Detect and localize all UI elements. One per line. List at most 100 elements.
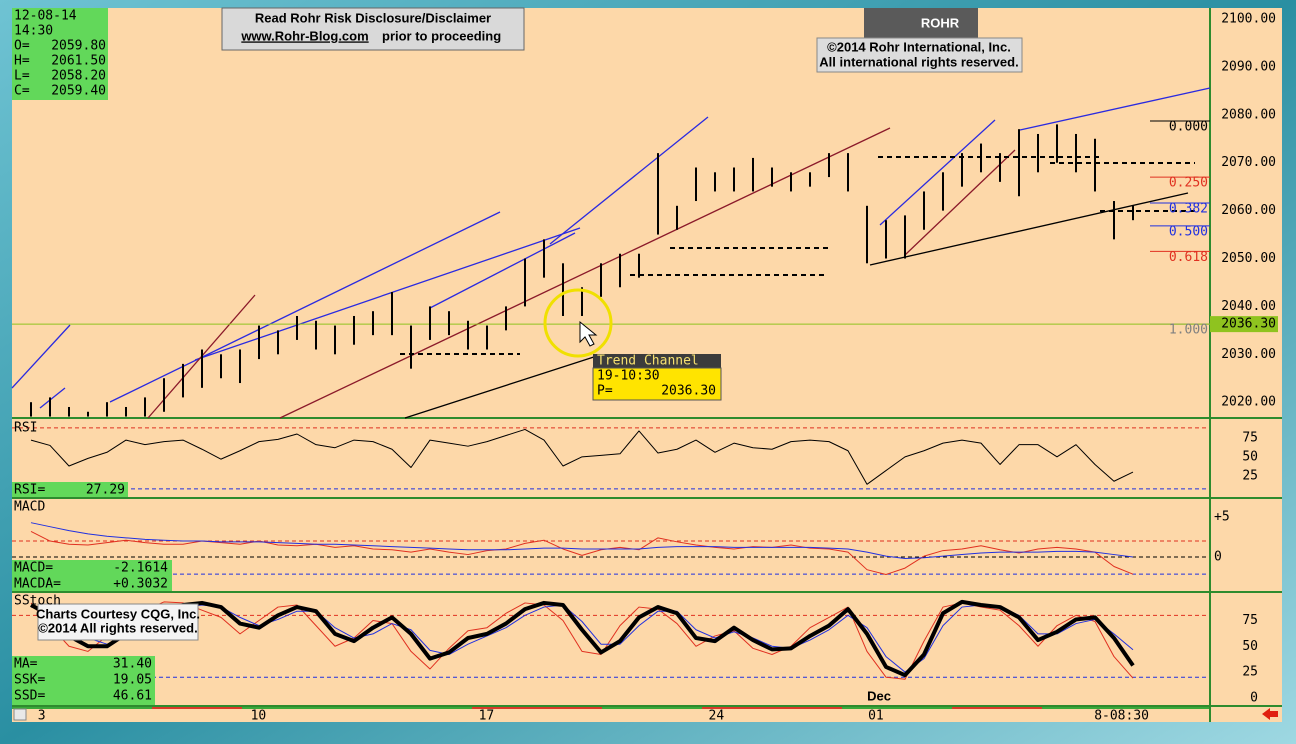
time-strip bbox=[12, 706, 1210, 722]
indicator-line bbox=[30, 599, 1135, 678]
indicator-line bbox=[30, 522, 1134, 560]
y-tick-label: 75 bbox=[1242, 430, 1258, 445]
indicator-line bbox=[30, 531, 1134, 575]
readout-box bbox=[12, 560, 172, 591]
tooltip-header bbox=[593, 354, 721, 368]
courtesy-box bbox=[37, 603, 199, 641]
tooltip-title: Trend Channel bbox=[597, 354, 699, 369]
readout-label: SSK= bbox=[14, 673, 45, 688]
scroll-arrow[interactable] bbox=[1262, 708, 1278, 720]
fib-label: 0.618 bbox=[1169, 250, 1208, 265]
readout-box bbox=[12, 482, 128, 497]
y-tick-label: 2040.00 bbox=[1221, 299, 1276, 314]
tooltip-label: P= bbox=[597, 384, 613, 399]
y-tick-label: 2030.00 bbox=[1221, 347, 1276, 362]
month-label: Dec bbox=[867, 688, 891, 703]
readout-value: 27.29 bbox=[86, 483, 125, 498]
trend-line bbox=[404, 354, 601, 419]
y-tick-label: 75 bbox=[1242, 613, 1258, 628]
support-lines bbox=[400, 156, 1195, 355]
y-tick-label: 25 bbox=[1242, 468, 1258, 483]
trend-line bbox=[904, 149, 1016, 256]
y-tick-label: 2080.00 bbox=[1221, 107, 1276, 122]
y-tick-label: 50 bbox=[1242, 639, 1258, 654]
copyright-box bbox=[816, 37, 1023, 73]
copyright-text: ©2014 Rohr International, Inc. bbox=[827, 39, 1011, 54]
disclaimer-text: Read Rohr Risk Disclosure/Disclaimer bbox=[255, 10, 491, 25]
last-price-box bbox=[1210, 316, 1278, 333]
readout-value: 19.05 bbox=[113, 673, 152, 688]
readout-label: MA= bbox=[14, 657, 38, 672]
y-tick-label: 2020.00 bbox=[1221, 395, 1276, 410]
x-tick-label: 10 bbox=[251, 709, 267, 724]
y-tick-label: 2070.00 bbox=[1221, 155, 1276, 170]
info-value: 2058.20 bbox=[51, 69, 106, 84]
tooltip-value: 2036.30 bbox=[661, 384, 716, 399]
info-label: H= bbox=[14, 54, 30, 69]
y-tick-label: 50 bbox=[1242, 449, 1258, 464]
tooltip-body bbox=[592, 367, 722, 401]
x-tick-label: 8-08:30 bbox=[1094, 709, 1149, 724]
trend-line bbox=[869, 192, 1189, 266]
readout-label: MACD= bbox=[14, 561, 53, 576]
tooltip-time: 19-10:30 bbox=[597, 369, 660, 384]
readout-value: 46.61 bbox=[113, 689, 152, 704]
axis-background bbox=[1210, 8, 1282, 722]
labels: 3 10 17 24 01 8-08:30 2020.00 2030.00 2040.00 205… bbox=[14, 9, 1278, 724]
x-tick-label: 01 bbox=[868, 709, 884, 724]
info-value: 2061.50 bbox=[51, 54, 106, 69]
y-tick-label: 2050.00 bbox=[1221, 251, 1276, 266]
disclaimer-text: prior to proceeding bbox=[382, 28, 501, 43]
grid bbox=[12, 427, 1210, 678]
indicator-line bbox=[30, 428, 1134, 485]
info-value: 2059.40 bbox=[51, 84, 106, 99]
readout-box bbox=[12, 656, 155, 705]
x-tick-label: 17 bbox=[479, 709, 495, 724]
trend-line bbox=[11, 324, 71, 389]
logo-box bbox=[864, 8, 978, 38]
trend-line bbox=[1019, 87, 1211, 131]
cursor-highlight bbox=[543, 288, 613, 358]
fib-label: 0.500 bbox=[1169, 224, 1208, 239]
fib-label: 1.000 bbox=[1169, 323, 1208, 338]
panel-title: RSI bbox=[14, 421, 37, 436]
disclaimer-link[interactable]: www.Rohr-Blog.com bbox=[240, 28, 368, 43]
y-tick-label: +5 bbox=[1214, 510, 1230, 525]
y-tick-label: 2090.00 bbox=[1221, 59, 1276, 74]
cursor bbox=[579, 320, 598, 347]
fib-label: 0.250 bbox=[1169, 176, 1208, 191]
courtesy-text: Charts Courtesy CQG, Inc. bbox=[36, 606, 200, 621]
panel-separators bbox=[12, 8, 1282, 722]
scroll-box[interactable] bbox=[13, 708, 27, 721]
logo: ROHR bbox=[921, 15, 960, 30]
y-tick-label: 25 bbox=[1242, 665, 1258, 680]
trend-line bbox=[879, 119, 996, 226]
trend-line bbox=[39, 387, 66, 409]
panel-title: SStoch bbox=[14, 594, 61, 609]
last-price-label: 2036.30 bbox=[1221, 317, 1276, 332]
trend-line bbox=[429, 232, 576, 309]
trend-line bbox=[109, 211, 501, 403]
info-date: 12-08-14 bbox=[14, 9, 77, 24]
info-box bbox=[12, 8, 108, 100]
info-label: C= bbox=[14, 84, 30, 99]
y-tick-label: 2060.00 bbox=[1221, 203, 1276, 218]
panel-title: MACD bbox=[14, 500, 45, 515]
readout-value: -2.1614 bbox=[113, 561, 168, 576]
readout-label: MACDA= bbox=[14, 577, 61, 592]
info-label: O= bbox=[14, 39, 30, 54]
indicator-line bbox=[30, 601, 1134, 680]
trend-line bbox=[549, 116, 709, 245]
readout-value: 31.40 bbox=[113, 657, 152, 672]
info-time: 14:30 bbox=[14, 24, 53, 39]
fib-label: 0.000 bbox=[1169, 120, 1208, 135]
readout-label: RSI= bbox=[14, 483, 45, 498]
trend-line bbox=[279, 127, 891, 419]
y-tick-label: 2100.00 bbox=[1221, 12, 1276, 27]
info-label: L= bbox=[14, 69, 30, 84]
x-tick-label: 3 bbox=[38, 709, 46, 724]
y-tick-label: 0 bbox=[1250, 690, 1258, 705]
y-tick-label: 0 bbox=[1214, 549, 1222, 564]
